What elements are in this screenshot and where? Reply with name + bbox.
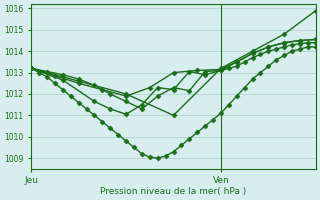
X-axis label: Pression niveau de la mer( hPa ): Pression niveau de la mer( hPa )	[100, 187, 247, 196]
